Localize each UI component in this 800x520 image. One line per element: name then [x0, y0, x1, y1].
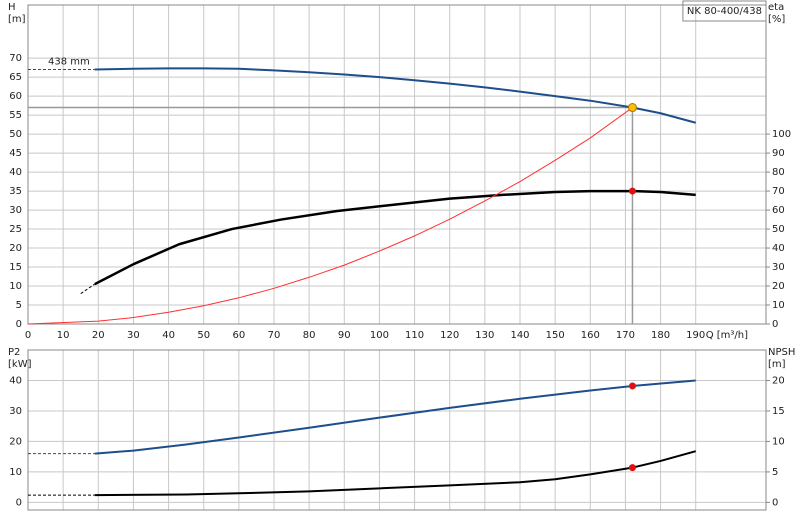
y-tick-label: 30 [9, 205, 22, 216]
curve [80, 283, 96, 295]
y2-tick-label: 60 [772, 205, 785, 216]
y-axis-unit: [m] [8, 14, 26, 25]
y-tick-label: 25 [9, 224, 22, 235]
x-tick-label: 150 [546, 330, 565, 341]
x-tick-label: 40 [162, 330, 175, 341]
y-tick-label: 20 [9, 243, 22, 254]
x-tick-label: 0 [25, 330, 31, 341]
y2-tick-label: 90 [772, 148, 785, 159]
x-tick-label: 110 [405, 330, 424, 341]
x-axis-label: Q [m³/h] [706, 330, 748, 341]
y-tick-label: 40 [9, 167, 22, 178]
x-tick-label: 120 [440, 330, 459, 341]
y-axis-label: P2 [8, 347, 20, 358]
y2-tick-label: 50 [772, 224, 785, 235]
y-tick-label: 0 [16, 319, 22, 330]
y2-tick-label: 80 [772, 167, 785, 178]
y2-tick-label: 20 [772, 375, 785, 386]
plot-frame [27, 349, 767, 511]
annotation: 438 mm [48, 57, 90, 68]
x-tick-label: 20 [92, 330, 105, 341]
y-tick-label: 10 [9, 467, 22, 478]
y-tick-label: 55 [9, 110, 22, 121]
point-marker [628, 187, 636, 195]
x-tick-label: 80 [303, 330, 316, 341]
y-axis-label: H [8, 2, 16, 13]
y2-tick-label: 100 [772, 129, 791, 140]
y2-axis-unit: [m] [768, 359, 786, 370]
y2-tick-label: 15 [772, 406, 785, 417]
y2-tick-label: 40 [772, 243, 785, 254]
x-tick-label: 170 [616, 330, 635, 341]
curve [94, 379, 696, 455]
y2-tick-label: 70 [772, 186, 785, 197]
y2-tick-label: 30 [772, 262, 785, 273]
x-tick-label: 10 [57, 330, 70, 341]
y-tick-label: 70 [9, 53, 22, 64]
y-tick-label: 5 [16, 300, 22, 311]
x-tick-label: 180 [651, 330, 670, 341]
y-tick-label: 30 [9, 406, 22, 417]
point-marker [628, 464, 636, 472]
x-tick-label: 70 [268, 330, 281, 341]
x-tick-label: 130 [475, 330, 494, 341]
y2-tick-label: 0 [772, 319, 778, 330]
chart-title: NK 80-400/438 [687, 6, 762, 17]
y2-tick-label: 0 [772, 497, 778, 508]
y-tick-label: 45 [9, 148, 22, 159]
y-tick-label: 0 [16, 497, 22, 508]
y-tick-label: 50 [9, 129, 22, 140]
y-tick-label: 10 [9, 281, 22, 292]
y2-axis-label: NPSH [768, 347, 795, 358]
y-tick-label: 40 [9, 375, 22, 386]
y-tick-label: 60 [9, 91, 22, 102]
y2-tick-label: 10 [772, 436, 785, 447]
y2-tick-label: 10 [772, 300, 785, 311]
x-tick-label: 50 [197, 330, 210, 341]
y-tick-label: 65 [9, 72, 22, 83]
y-tick-label: 20 [9, 436, 22, 447]
curve [94, 189, 696, 286]
x-tick-label: 160 [581, 330, 600, 341]
y2-axis-label: eta [768, 2, 784, 13]
curve [94, 450, 696, 497]
x-tick-label: 90 [338, 330, 351, 341]
curve [27, 107, 633, 325]
y2-tick-label: 5 [772, 467, 778, 478]
y-tick-label: 15 [9, 262, 22, 273]
x-tick-label: 190 [686, 330, 705, 341]
x-tick-label: 30 [127, 330, 140, 341]
y2-tick-label: 20 [772, 281, 785, 292]
operating-point [627, 103, 637, 113]
y-tick-label: 35 [9, 186, 22, 197]
x-tick-label: 140 [510, 330, 529, 341]
curve [94, 67, 696, 124]
x-tick-label: 100 [370, 330, 389, 341]
point-marker [628, 382, 636, 390]
plot-frame [27, 4, 767, 325]
y-axis-unit: [kW] [8, 359, 32, 370]
title-box [682, 0, 767, 22]
y2-axis-unit: [%] [768, 14, 785, 25]
x-tick-label: 60 [232, 330, 245, 341]
